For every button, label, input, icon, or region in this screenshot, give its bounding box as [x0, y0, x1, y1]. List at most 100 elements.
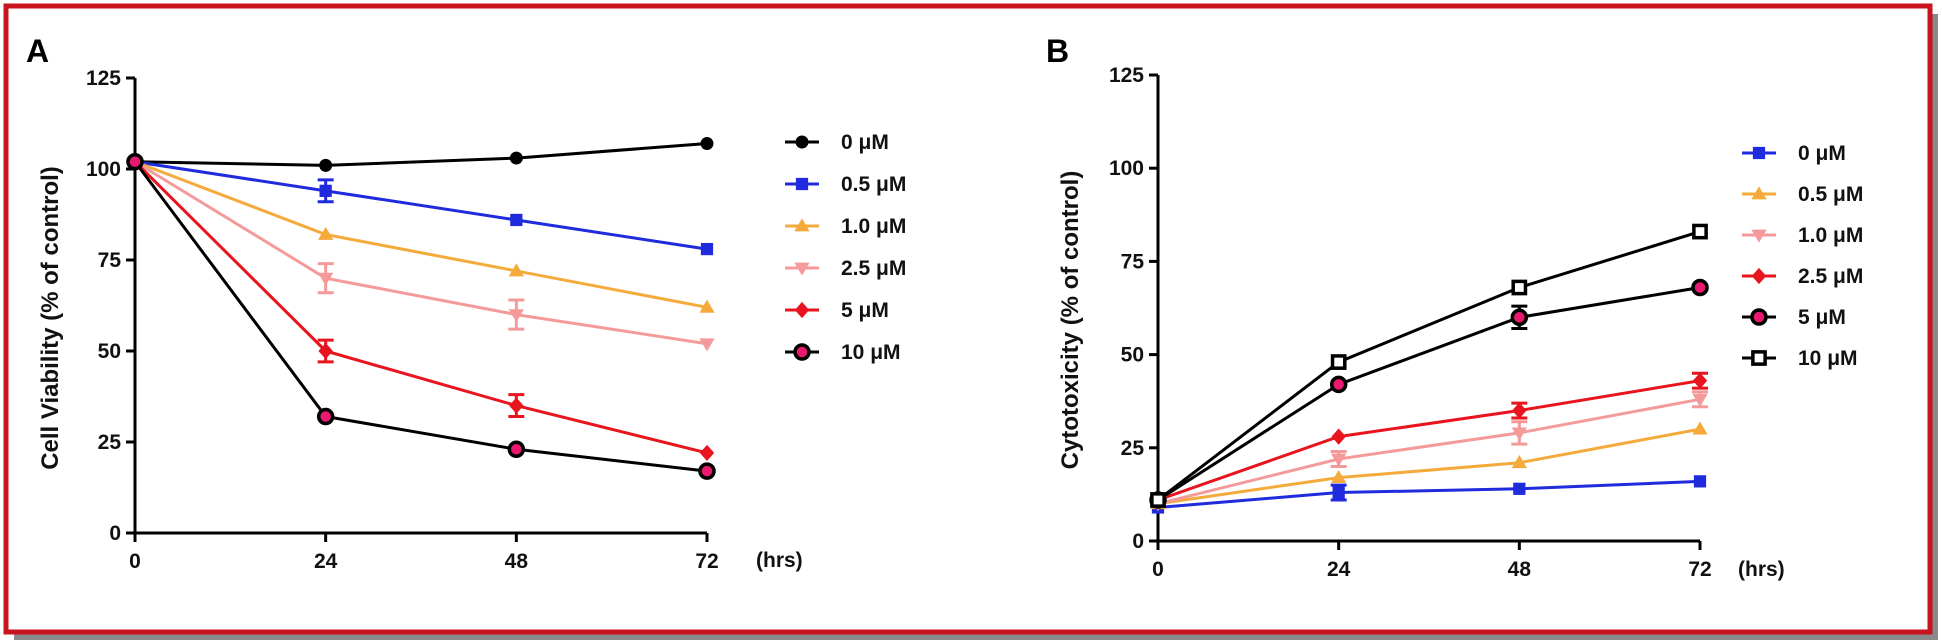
y-tick-label-b: 75 — [1121, 250, 1145, 273]
series-line-a-5 — [133, 160, 708, 473]
series-line-b-4 — [1157, 286, 1701, 502]
data-point-a-2-3 — [699, 299, 715, 313]
legend-label-b-5: 10 μM — [1798, 347, 1858, 370]
data-point-a-4-2 — [509, 397, 524, 414]
legend-marker-b-1 — [1751, 186, 1767, 200]
data-point-b-0-3 — [1693, 475, 1707, 488]
x-tick-label-a: 72 — [695, 550, 718, 573]
x-tick-label-a: 48 — [505, 550, 529, 573]
y-tick-label-a: 100 — [86, 158, 121, 181]
data-point-b-2-2 — [1511, 427, 1527, 441]
data-point-a-0-1 — [319, 158, 333, 172]
x-tick-label-b: 0 — [1152, 558, 1164, 581]
data-point-a-3-1 — [318, 272, 334, 286]
legend-marker-b-3 — [1751, 267, 1767, 285]
legend-label-b-2: 1.0 μM — [1798, 224, 1863, 247]
data-point-a-5-2 — [507, 440, 526, 459]
data-point-b-5-1 — [1330, 354, 1347, 370]
legend-marker-a-5 — [793, 343, 811, 361]
data-point-b-4-1 — [1329, 375, 1348, 394]
legend-label-a-2: 1.0 μM — [841, 215, 906, 238]
y-tick-label-a: 125 — [86, 67, 121, 90]
x-tick-label-a: 24 — [314, 550, 338, 573]
legend-marker-b-0 — [1752, 146, 1766, 160]
data-point-b-2-1 — [1331, 453, 1347, 467]
data-point-a-5-1 — [316, 407, 335, 426]
data-point-b-3-3 — [1692, 372, 1708, 389]
y-axis-label-b: Cytotoxicity (% of control) — [1057, 171, 1084, 470]
legend-label-a-3: 2.5 μM — [841, 257, 906, 280]
data-point-b-4-2 — [1510, 308, 1529, 327]
data-point-b-5-2 — [1511, 279, 1528, 296]
panel-label-b: B — [1046, 33, 1069, 69]
legend-label-b-1: 0.5 μM — [1798, 183, 1863, 206]
series-line-b-0 — [1157, 479, 1701, 509]
chart-b: 0 25 50 75 100 125 0 24 48 72 0 μM 0.5 μM 1.0 μM 2.5 … — [1109, 64, 1863, 581]
series-line-b-3 — [1157, 379, 1701, 502]
legend-label-a-5: 10 μM — [841, 341, 901, 364]
legend-label-b-4: 5 μM — [1798, 306, 1846, 329]
y-tick-label-b: 100 — [1109, 157, 1144, 180]
legend-marker-b-4 — [1750, 308, 1768, 326]
data-point-a-0-2 — [509, 151, 523, 165]
series-line-a-2 — [134, 160, 708, 309]
series-line-b-2 — [1157, 397, 1701, 506]
x-unit-label-b: (hrs) — [1738, 558, 1785, 581]
legend-label-a-0: 0 μM — [841, 131, 889, 154]
data-point-a-2-1 — [318, 226, 334, 240]
data-point-a-4-1 — [318, 342, 333, 360]
x-tick-label-b: 48 — [1508, 558, 1532, 581]
data-point-b-1-2 — [1511, 455, 1527, 469]
legend-marker-b-5 — [1751, 350, 1767, 366]
data-point-b-2-3 — [1692, 393, 1708, 407]
data-point-b-1-1 — [1331, 469, 1347, 484]
y-axis-label-a: Cell Viability (% of control) — [37, 166, 64, 470]
legend-marker-a-1 — [795, 177, 809, 191]
data-point-a-2-2 — [508, 263, 524, 277]
data-point-b-3-1 — [1331, 428, 1346, 445]
legend-label-b-3: 2.5 μM — [1798, 265, 1863, 288]
y-tick-label-b: 125 — [1109, 64, 1144, 87]
data-point-a-1-2 — [510, 213, 523, 227]
data-point-b-3-2 — [1512, 402, 1527, 419]
legend-label-a-1: 0.5 μM — [841, 173, 906, 196]
series-line-b-1 — [1157, 427, 1701, 506]
legend-marker-a-4 — [794, 301, 810, 319]
frame-border — [3, 3, 1933, 635]
data-point-b-5-0 — [1150, 492, 1166, 508]
data-point-b-4-3 — [1691, 278, 1709, 297]
chart-a: 0 25 50 75 100 125 0 24 48 72 0 μM 0.5 μM 1.0 μM 2.5 … — [86, 67, 906, 573]
data-point-a-5-3 — [698, 462, 716, 480]
data-point-a-5-0 — [126, 152, 144, 171]
y-tick-label-b: 50 — [1121, 344, 1144, 367]
panel-label-a: A — [26, 33, 49, 69]
x-unit-label-a: (hrs) — [756, 549, 803, 572]
series-line-a-0 — [134, 142, 708, 167]
legend-marker-a-2 — [794, 218, 810, 232]
data-point-a-0-3 — [700, 137, 714, 151]
x-tick-label-a: 0 — [129, 550, 141, 573]
x-tick-label-b: 24 — [1327, 558, 1351, 581]
y-tick-label-a: 0 — [109, 522, 121, 545]
data-point-a-3-3 — [699, 338, 715, 352]
y-tick-label-a: 25 — [98, 431, 122, 454]
data-point-b-1-3 — [1692, 421, 1708, 435]
legend-label-a-4: 5 μM — [841, 299, 889, 322]
y-tick-label-a: 75 — [98, 249, 122, 272]
data-point-a-1-3 — [700, 242, 714, 256]
legend-marker-a-3 — [794, 262, 810, 276]
x-tick-label-b: 72 — [1688, 558, 1711, 581]
series-line-a-3 — [134, 160, 708, 346]
y-tick-label-a: 50 — [98, 340, 121, 363]
data-point-a-4-3 — [699, 444, 715, 462]
legend-marker-b-2 — [1751, 229, 1767, 243]
data-point-a-3-2 — [508, 309, 524, 323]
legend-label-b-0: 0 μM — [1798, 142, 1846, 165]
y-tick-label-b: 25 — [1121, 437, 1145, 460]
data-point-b-0-1 — [1332, 486, 1345, 499]
y-tick-label-b: 0 — [1132, 530, 1144, 553]
legend-marker-a-0 — [795, 135, 809, 149]
data-point-a-1-1 — [319, 184, 332, 197]
